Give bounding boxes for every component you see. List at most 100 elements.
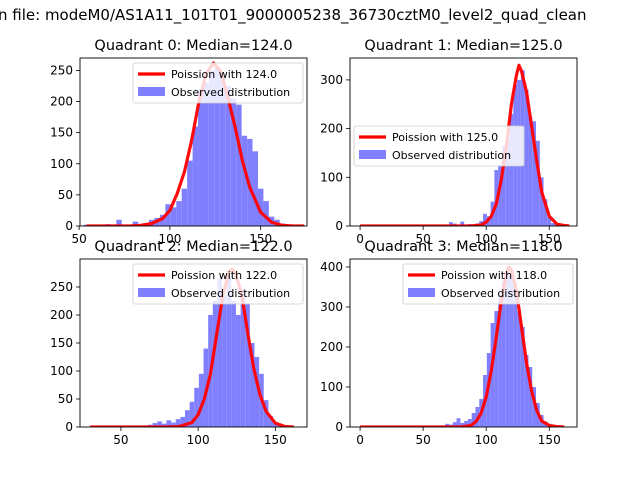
legend-bar-swatch: [138, 288, 165, 297]
legend-box: [132, 263, 304, 305]
legend: Poission with 122.0 Observed distribution: [132, 263, 304, 305]
legend-box: [132, 62, 304, 104]
x-tick-label: 150: [264, 433, 287, 447]
histogram-bar: [212, 301, 218, 427]
histogram-bar: [165, 204, 171, 226]
histogram-bar: [171, 422, 176, 427]
x-tick-label: 100: [158, 232, 181, 246]
histogram-bar: [483, 213, 487, 226]
histogram-bar: [170, 207, 177, 226]
y-tick-label: 200: [50, 308, 73, 322]
histogram-bar: [460, 423, 465, 427]
histogram-bar: [198, 373, 204, 427]
x-tick-label: 150: [249, 232, 272, 246]
histogram-bar: [536, 140, 540, 226]
figure-title: n file: modeM0/AS1A11_101T01_9000005238_…: [0, 6, 587, 25]
y-tick-label: 250: [50, 63, 73, 77]
histogram-bar: [219, 76, 226, 226]
y-tick-label: 50: [58, 392, 73, 406]
y-tick-label: 200: [320, 122, 343, 136]
histogram-bar: [249, 343, 255, 427]
axes-frame: [79, 57, 308, 227]
histogram-bar: [231, 301, 236, 427]
subplot-title: Quadrant 3: Median=118.0: [364, 239, 562, 255]
histogram-bar: [524, 355, 529, 427]
y-tick-label: 300: [320, 73, 343, 87]
histogram-bar: [132, 221, 139, 226]
histogram-bar: [268, 415, 274, 427]
y-tick-label: 300: [320, 300, 343, 314]
histogram-bar: [524, 89, 529, 226]
histogram-bar: [501, 281, 506, 427]
histogram-bar: [452, 422, 457, 427]
histogram-bar: [464, 421, 468, 427]
histogram-bar: [539, 177, 544, 226]
histogram-bar: [83, 224, 90, 226]
y-tick-label: 100: [50, 364, 73, 378]
legend-label-poisson: Poission with 125.0: [392, 131, 498, 144]
legend-bar-swatch: [138, 87, 165, 96]
y-tick-label: 400: [320, 260, 343, 274]
histogram-bar: [509, 114, 514, 226]
histogram-bar: [116, 219, 122, 226]
histogram-bar: [460, 221, 465, 226]
y-tick-label: 250: [50, 280, 73, 294]
histogram-bar: [532, 121, 537, 226]
y-tick-label: 0: [65, 420, 73, 434]
histogram-bar: [187, 160, 193, 226]
y-tick-label: 0: [335, 219, 343, 233]
histogram-bar: [166, 420, 172, 427]
x-tick-label: 150: [538, 433, 561, 447]
x-tick-label: 100: [475, 232, 498, 246]
histogram-bar: [181, 188, 188, 226]
histogram-bar: [226, 275, 232, 427]
y-tick-label: 0: [335, 420, 343, 434]
subplot-title: Quadrant 1: Median=125.0: [364, 38, 562, 54]
histogram-bar: [175, 419, 181, 427]
histogram-bar: [528, 116, 533, 226]
legend-box: [353, 125, 525, 167]
histogram-bar: [467, 419, 472, 427]
subplot-quadrant-2: 50 100 150 0 50 100 150 200 250 Quadrant 2: Media…: [50, 239, 308, 447]
subplot-title: Quadrant 2: Median=122.0: [94, 239, 292, 255]
plot-area: [360, 63, 570, 226]
legend-label-observed: Observed distribution: [441, 287, 560, 300]
histogram-bar: [520, 327, 525, 427]
histogram-bar: [225, 86, 231, 226]
y-tick-label: 200: [320, 340, 343, 354]
histogram-bar: [152, 423, 158, 427]
legend-bar-swatch: [408, 288, 435, 297]
poisson-line: [360, 63, 570, 226]
histogram-bar: [505, 140, 510, 226]
histogram-bar: [252, 151, 258, 226]
histogram-bar: [505, 271, 510, 427]
histogram-bar: [517, 311, 521, 427]
histogram-bar: [230, 98, 237, 226]
x-tick-label: 100: [187, 433, 210, 447]
histogram-bar: [222, 295, 227, 427]
axes-frame: [349, 258, 578, 428]
subplot-quadrant-3: 0 50 100 150 0 100 200 300 400 Quadrant 3: Median…: [320, 239, 578, 447]
histogram-bar: [501, 145, 506, 226]
histogram-bar: [217, 278, 223, 427]
legend-box: [402, 263, 574, 305]
plot-area: [90, 267, 294, 427]
histogram-bar: [490, 323, 495, 427]
axes-frame: [349, 57, 578, 227]
histogram-bar: [532, 387, 537, 427]
histogram-bar: [263, 201, 269, 226]
y-tick-label: 0: [65, 219, 73, 233]
y-tick-label: 100: [320, 170, 343, 184]
histogram-bar: [471, 413, 476, 427]
legend-label-poisson: Poission with 118.0: [441, 269, 547, 282]
y-tick-label: 100: [320, 380, 343, 394]
legend: Poission with 125.0 Observed distribution: [353, 125, 525, 167]
legend: Poission with 118.0 Observed distribution: [402, 263, 574, 305]
subplot-title: Quadrant 0: Median=124.0: [94, 38, 292, 54]
histogram-bar: [176, 201, 182, 226]
legend-label-observed: Observed distribution: [392, 149, 511, 162]
histogram-bar: [185, 410, 190, 427]
histogram-bar: [513, 283, 518, 427]
